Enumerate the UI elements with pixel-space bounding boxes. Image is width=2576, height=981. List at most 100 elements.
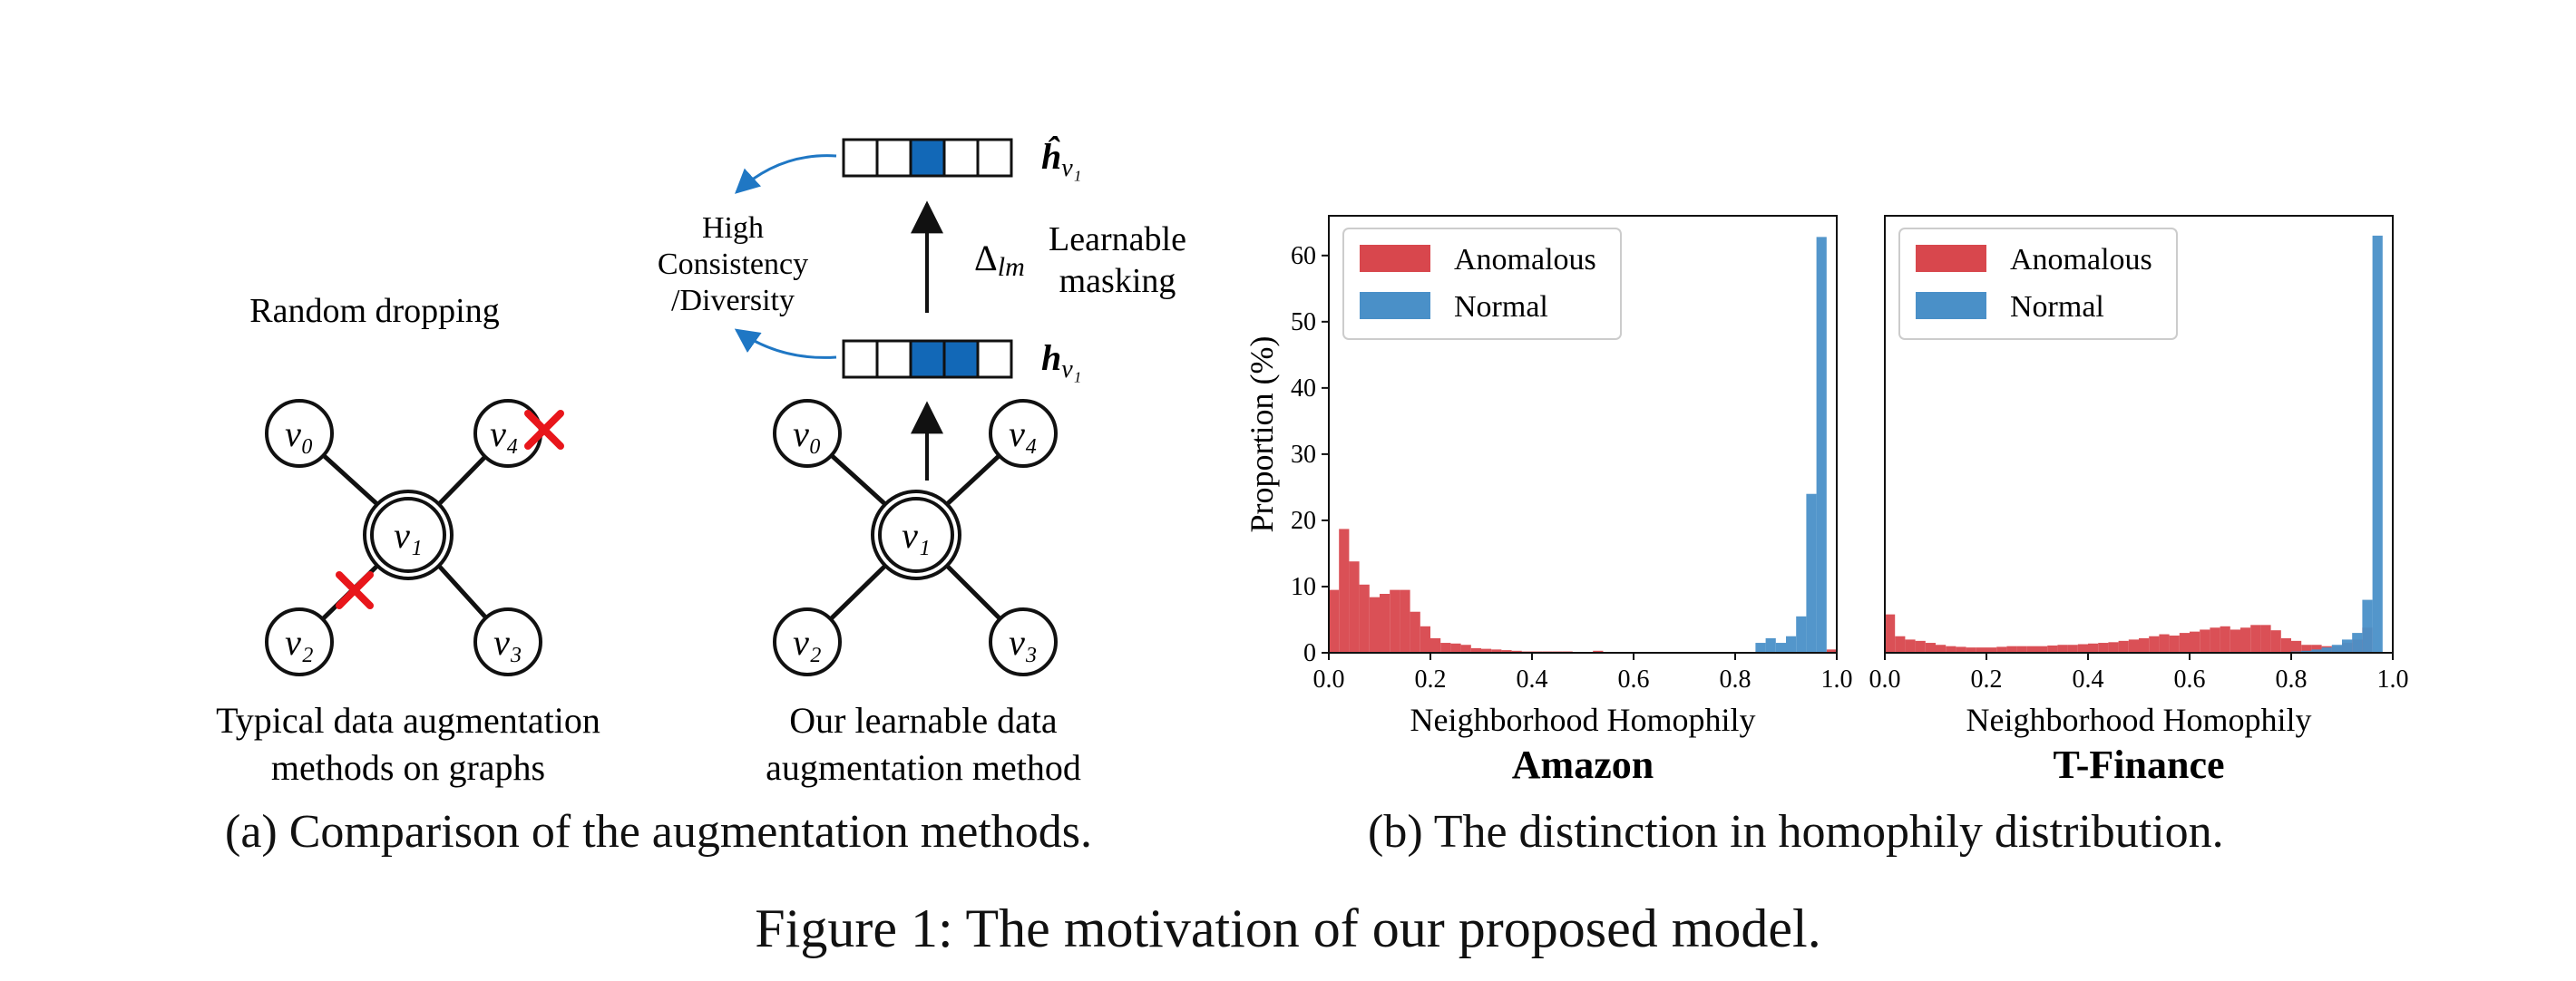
histogram-bar [2190, 631, 2200, 653]
histogram-bar [1400, 589, 1410, 653]
left-node-v3: v₃ [473, 607, 542, 676]
legend-label: Normal [1454, 290, 1548, 324]
consistency-line2: Consistency [658, 248, 808, 281]
histogram-bar [1410, 611, 1420, 653]
histogram-bar [2210, 627, 2220, 653]
histogram-bar [1956, 646, 1966, 653]
consistency-line3: /Diversity [671, 284, 795, 317]
delta-subscript: lm [998, 252, 1025, 282]
x-tick-label: 0.8 [1720, 665, 1751, 694]
histogram-bar [1481, 648, 1492, 653]
chart-title: T-Finance [2053, 743, 2224, 787]
histogram-bar [2047, 645, 2058, 653]
node-label-v4: v₄ [490, 413, 519, 454]
histogram-bar [2200, 629, 2210, 653]
augmentation-diagram: Random dropping v₀ v₄ v₁ v₂ v₃ Typical d… [216, 136, 1186, 788]
x-tick-label: 1.0 [1821, 665, 1853, 694]
x-axis-label: Neighborhood Homophily [1966, 702, 2312, 738]
h-label: hv₁ [1041, 337, 1081, 384]
histogram-bar [2270, 630, 2281, 653]
histogram-bar [1511, 650, 1522, 653]
histogram-bar [1895, 636, 1906, 653]
histogram-bar [1339, 529, 1350, 653]
right-caption-line2: augmentation method [766, 747, 1081, 788]
left-node-v2: v₂ [265, 607, 334, 676]
left-node-v1: v₁ [363, 490, 454, 580]
h-symbol: h [1041, 337, 1061, 378]
histogram-bar [2037, 646, 2048, 653]
histogram-bar [1915, 640, 1926, 653]
x-tick-label: 0.8 [2276, 665, 2308, 694]
x-tick-label: 0.0 [1313, 665, 1345, 694]
x-tick-label: 0.0 [1869, 665, 1901, 694]
y-tick-label: 40 [1291, 374, 1316, 403]
histogram-bar [2311, 645, 2322, 653]
x-tick-label: 0.2 [1971, 665, 2003, 694]
embedding-vector [842, 339, 1013, 379]
histogram-bar [1755, 643, 1766, 653]
node-label-v1: v₁ [394, 515, 423, 556]
h-subscript: v₁ [1061, 355, 1081, 384]
right-node-v2: v₂ [773, 607, 842, 676]
delta-symbol: Δ [974, 238, 998, 278]
histogram-bar [2301, 650, 2312, 653]
histogram-bar [1369, 597, 1380, 653]
legend-label: Anomalous [1454, 243, 1596, 277]
subcaption-a-text: Comparison of the augmentation methods. [288, 806, 1093, 858]
hhat-symbol: ĥ [1041, 136, 1061, 177]
node-label-v0: v₀ [285, 413, 314, 454]
histogram-bar [1796, 616, 1807, 653]
histogram-bar [1816, 237, 1827, 653]
subcaption-b-text: The distinction in homophily distributio… [1433, 806, 2224, 858]
legend-swatch [1360, 245, 1430, 272]
histogram-bar [2250, 625, 2261, 653]
x-tick-label: 0.6 [2174, 665, 2206, 694]
histogram-bar [1946, 646, 1956, 653]
left-node-v0: v₀ [265, 399, 334, 468]
right-node-v0: v₀ [773, 399, 842, 468]
right-caption-line1: Our learnable data [789, 700, 1058, 741]
histogram-bar [2311, 649, 2322, 653]
histogram-bar [1349, 561, 1360, 653]
figure-caption: Figure 1: The motivation of our proposed… [755, 898, 1821, 958]
y-tick-label: 20 [1291, 507, 1316, 535]
delta-label: Δlm [974, 238, 1025, 282]
right-node-v1: v₁ [871, 490, 961, 580]
plot-frame [1328, 215, 1838, 654]
histogram-bar [1885, 614, 1896, 653]
histogram-bar [1329, 589, 1340, 653]
histogram-bar [2026, 646, 2037, 653]
histogram-bar [2240, 627, 2251, 653]
subcaption-a: (a) Comparison of the augmentation metho… [225, 805, 1092, 859]
histogram-bar [2108, 642, 2119, 653]
histogram-bar [1986, 647, 1997, 653]
node-label-v0: v₀ [793, 413, 822, 454]
histogram-bar [1966, 647, 1976, 653]
histogram-bar [1491, 649, 1502, 653]
histogram-bar [2301, 645, 2312, 653]
subcaption-b-tag: (b) [1368, 806, 1423, 858]
masked-embedding-vector [842, 138, 1013, 178]
legend-swatch [1916, 245, 1986, 272]
legend-label: Normal [2010, 290, 2104, 324]
consistency-arrow-bottom [734, 328, 837, 359]
histogram-bar [1440, 643, 1451, 653]
histogram-bar [1430, 637, 1441, 653]
right-node-v4: v₄ [989, 399, 1058, 468]
node-label-v3: v₃ [1009, 622, 1038, 663]
histogram-bar [2139, 637, 2150, 653]
left-caption-line1: Typical data augmentation [216, 700, 600, 741]
histogram-bar [1470, 647, 1481, 653]
histogram-bar [1775, 643, 1786, 653]
histogram-bar [1450, 643, 1461, 653]
histogram-bar [2230, 629, 2240, 653]
homophily-histograms: 0.0 0.2 0.4 0.6 0.8 1.0 0 10 20 30 40 50 60 Neighborh… [1244, 215, 2409, 787]
histogram-bar [2220, 626, 2230, 653]
histogram-bar [1976, 647, 1986, 653]
histogram-bar [2179, 633, 2190, 653]
plot-frame [1884, 215, 2394, 654]
x-axis-label: Neighborhood Homophily [1410, 702, 1756, 738]
hhat-subscript: v₁ [1061, 154, 1081, 182]
y-tick-label: 0 [1303, 639, 1316, 667]
hhat-label: ĥv₁ [1041, 136, 1081, 182]
